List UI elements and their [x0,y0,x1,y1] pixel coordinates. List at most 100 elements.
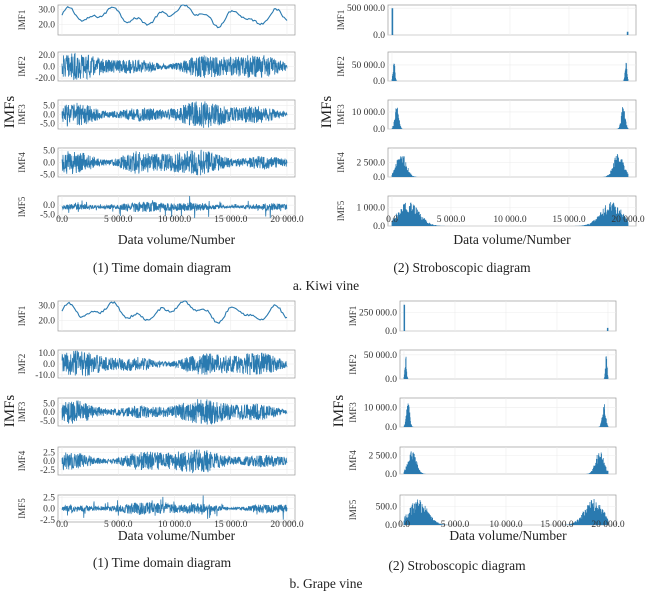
imf-label: IMF5 [348,499,358,520]
x-tick-label: 10 000.0 [493,215,527,225]
signal-imf4 [61,149,288,176]
imfs-axis-title: IMFs [2,395,18,428]
y-tick-label: 0.0 [373,77,385,87]
y-tick-label: -2.5 [40,466,55,476]
spectrum-panel-imf4: 2 500.0 0.0 IMF4 [336,147,637,183]
x-tick-label: 0.0 [386,215,398,225]
spectrum-panel-imf3: 10 000.0 0.0 IMF3 [336,99,637,135]
signal-imf3 [61,399,288,425]
y-tick-label: 0.0 [373,222,385,232]
y-tick-label: -2.5 [40,516,55,526]
x-tick-label: 10 000.0 [158,520,192,530]
spectrum-panel-imf1: 250 000.0 0.0 IMF1 [348,300,617,337]
y-tick-label: -20.0 [35,74,55,84]
x-tick-label: 0.0 [56,215,68,225]
spectrum-panel-frame [387,99,637,130]
x-axis-title: Data volume/Number [118,232,236,247]
y-tick-label: -5.0 [40,417,55,427]
signal-imf1 [61,4,288,29]
spectrum-imf3 [391,107,629,129]
y-tick-label: 50 000.0 [364,351,398,361]
time-panel-imf3: 5.00.0-5.0 IMF3 [17,397,296,427]
y-tick-label: 0.0 [385,375,397,385]
caption-kiwi-freq: (2) Stroboscopic diagram [393,260,531,275]
imf-label: IMF4 [336,152,346,173]
time-panel-imf1: 20.0 30.0 IMF1 [17,4,296,36]
spectrum-panel-frame [399,300,617,332]
spectrum-panel-imf4: 2 500.0 0.0 IMF4 [348,446,617,480]
y-tick-label: 0.0 [43,159,55,169]
x-axis-title: Data volume/Number [449,528,567,543]
signal-imf3 [61,101,288,128]
y-tick-label: 0.0 [43,505,55,515]
x-tick-label: 20 000.0 [270,520,304,530]
x-tick-label: 5 000.0 [437,215,466,225]
y-tick-label: 2 500.0 [369,451,398,461]
y-tick-label: 2 500.0 [357,159,386,169]
x-tick-label: 20 000.0 [591,520,625,530]
imf-label: IMF3 [336,104,346,125]
y-tick-label: 0.0 [43,408,55,418]
y-tick-label: 2.5 [43,493,55,503]
y-tick-label: 0.0 [43,360,55,370]
x-tick-label: 20 000.0 [611,215,645,225]
y-tick-label: 20.0 [38,51,55,61]
spectrum-imf3 [403,403,609,427]
spectrum-panel-frame [399,397,617,428]
x-tick-label: 5 000.0 [104,215,133,225]
signal-imf2 [61,350,288,377]
x-tick-label: 0.0 [398,520,410,530]
time-panel-frame [57,300,296,332]
spectrum-panel-frame [387,51,637,82]
spectrum-imf2 [403,356,609,379]
imf-label: IMF4 [348,450,358,471]
y-tick-label: 0.0 [43,111,55,121]
y-tick-label: 0.0 [373,125,385,135]
x-tick-label: 15 000.0 [214,520,248,530]
x-tick-label: 10 000.0 [489,520,523,530]
y-tick-label: 0.0 [373,173,385,183]
y-tick-label: 0.0 [43,201,55,211]
x-tick-label: 5 000.0 [104,520,133,530]
signal-imf2 [61,52,288,81]
imf-label: IMF2 [336,56,346,77]
imf-label: IMF2 [348,354,358,375]
spectrum-panel-frame [399,349,617,380]
caption-grape: b. Grape vine [289,576,362,591]
y-tick-label: 1 000.0 [357,203,386,213]
spectrum-panel-imf2: 50 000.0 0.0 IMF2 [348,349,617,385]
spectrum-imf1 [391,8,629,35]
y-tick-label: 10.0 [38,349,55,359]
imfs-axis-title: IMFs [2,96,18,129]
x-tick-label: 15 000.0 [552,215,586,225]
time-panel-imf2: 10.00.0-10.0 IMF2 [17,349,296,381]
y-tick-label: 50 000.0 [352,61,386,71]
spectrum-imf4 [391,153,629,177]
y-tick-label: 0.0 [385,423,397,433]
spectrum-panel-imf1: 500 000.0 0.0 IMF1 [336,4,637,41]
time-panel-imf4: 2.50.0-2.5 IMF4 [17,446,296,476]
time-panel-frame [57,4,296,36]
y-tick-label: 500 000.0 [347,4,385,14]
spectrum-panel-imf2: 50 000.0 0.0 IMF2 [336,51,637,87]
caption-grape-time: (1) Time domain diagram [93,555,232,570]
imf-label: IMF4 [17,152,27,173]
y-tick-label: 0.0 [373,31,385,41]
y-tick-label: -5.0 [40,120,55,130]
imf-label: IMF1 [336,10,346,31]
y-tick-label: -5.0 [40,171,55,181]
y-tick-label: 30.0 [38,6,55,16]
caption-kiwi: a. Kiwi vine [293,278,359,293]
spectrum-panel-frame [387,4,637,36]
spectrum-imf5 [391,202,629,226]
spectrum-imf1 [403,304,609,331]
y-tick-label: 5.0 [43,399,55,409]
x-tick-label: 10 000.0 [158,215,192,225]
imf-label: IMF5 [17,498,27,519]
time-panel-imf5: 0.0-5.0 IMF5 [17,195,296,220]
spectrum-panel-frame [399,446,617,475]
imfs-axis-title: IMFs [319,96,335,129]
